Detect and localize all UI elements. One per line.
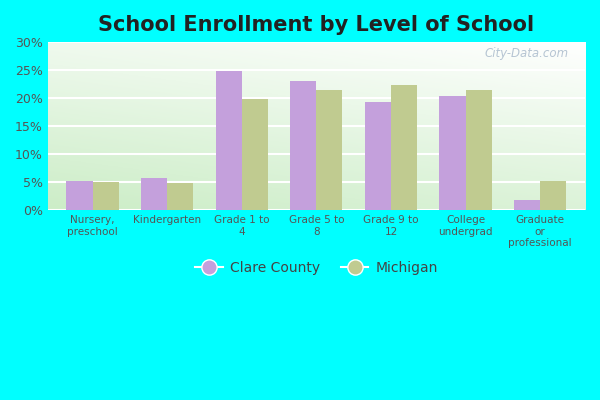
Bar [141, 178, 167, 210]
Bar [316, 90, 343, 210]
Bar [92, 182, 119, 210]
Bar [439, 96, 466, 210]
Bar [67, 181, 92, 210]
Bar [540, 180, 566, 210]
Bar [514, 200, 540, 210]
Bar [215, 71, 242, 210]
Text: City-Data.com: City-Data.com [485, 47, 569, 60]
Legend: Clare County, Michigan: Clare County, Michigan [190, 256, 443, 281]
Bar [290, 81, 316, 210]
Bar [167, 183, 193, 210]
Bar [365, 102, 391, 210]
Bar [391, 85, 417, 210]
Title: School Enrollment by Level of School: School Enrollment by Level of School [98, 15, 535, 35]
Bar [466, 90, 492, 210]
Bar [242, 99, 268, 210]
